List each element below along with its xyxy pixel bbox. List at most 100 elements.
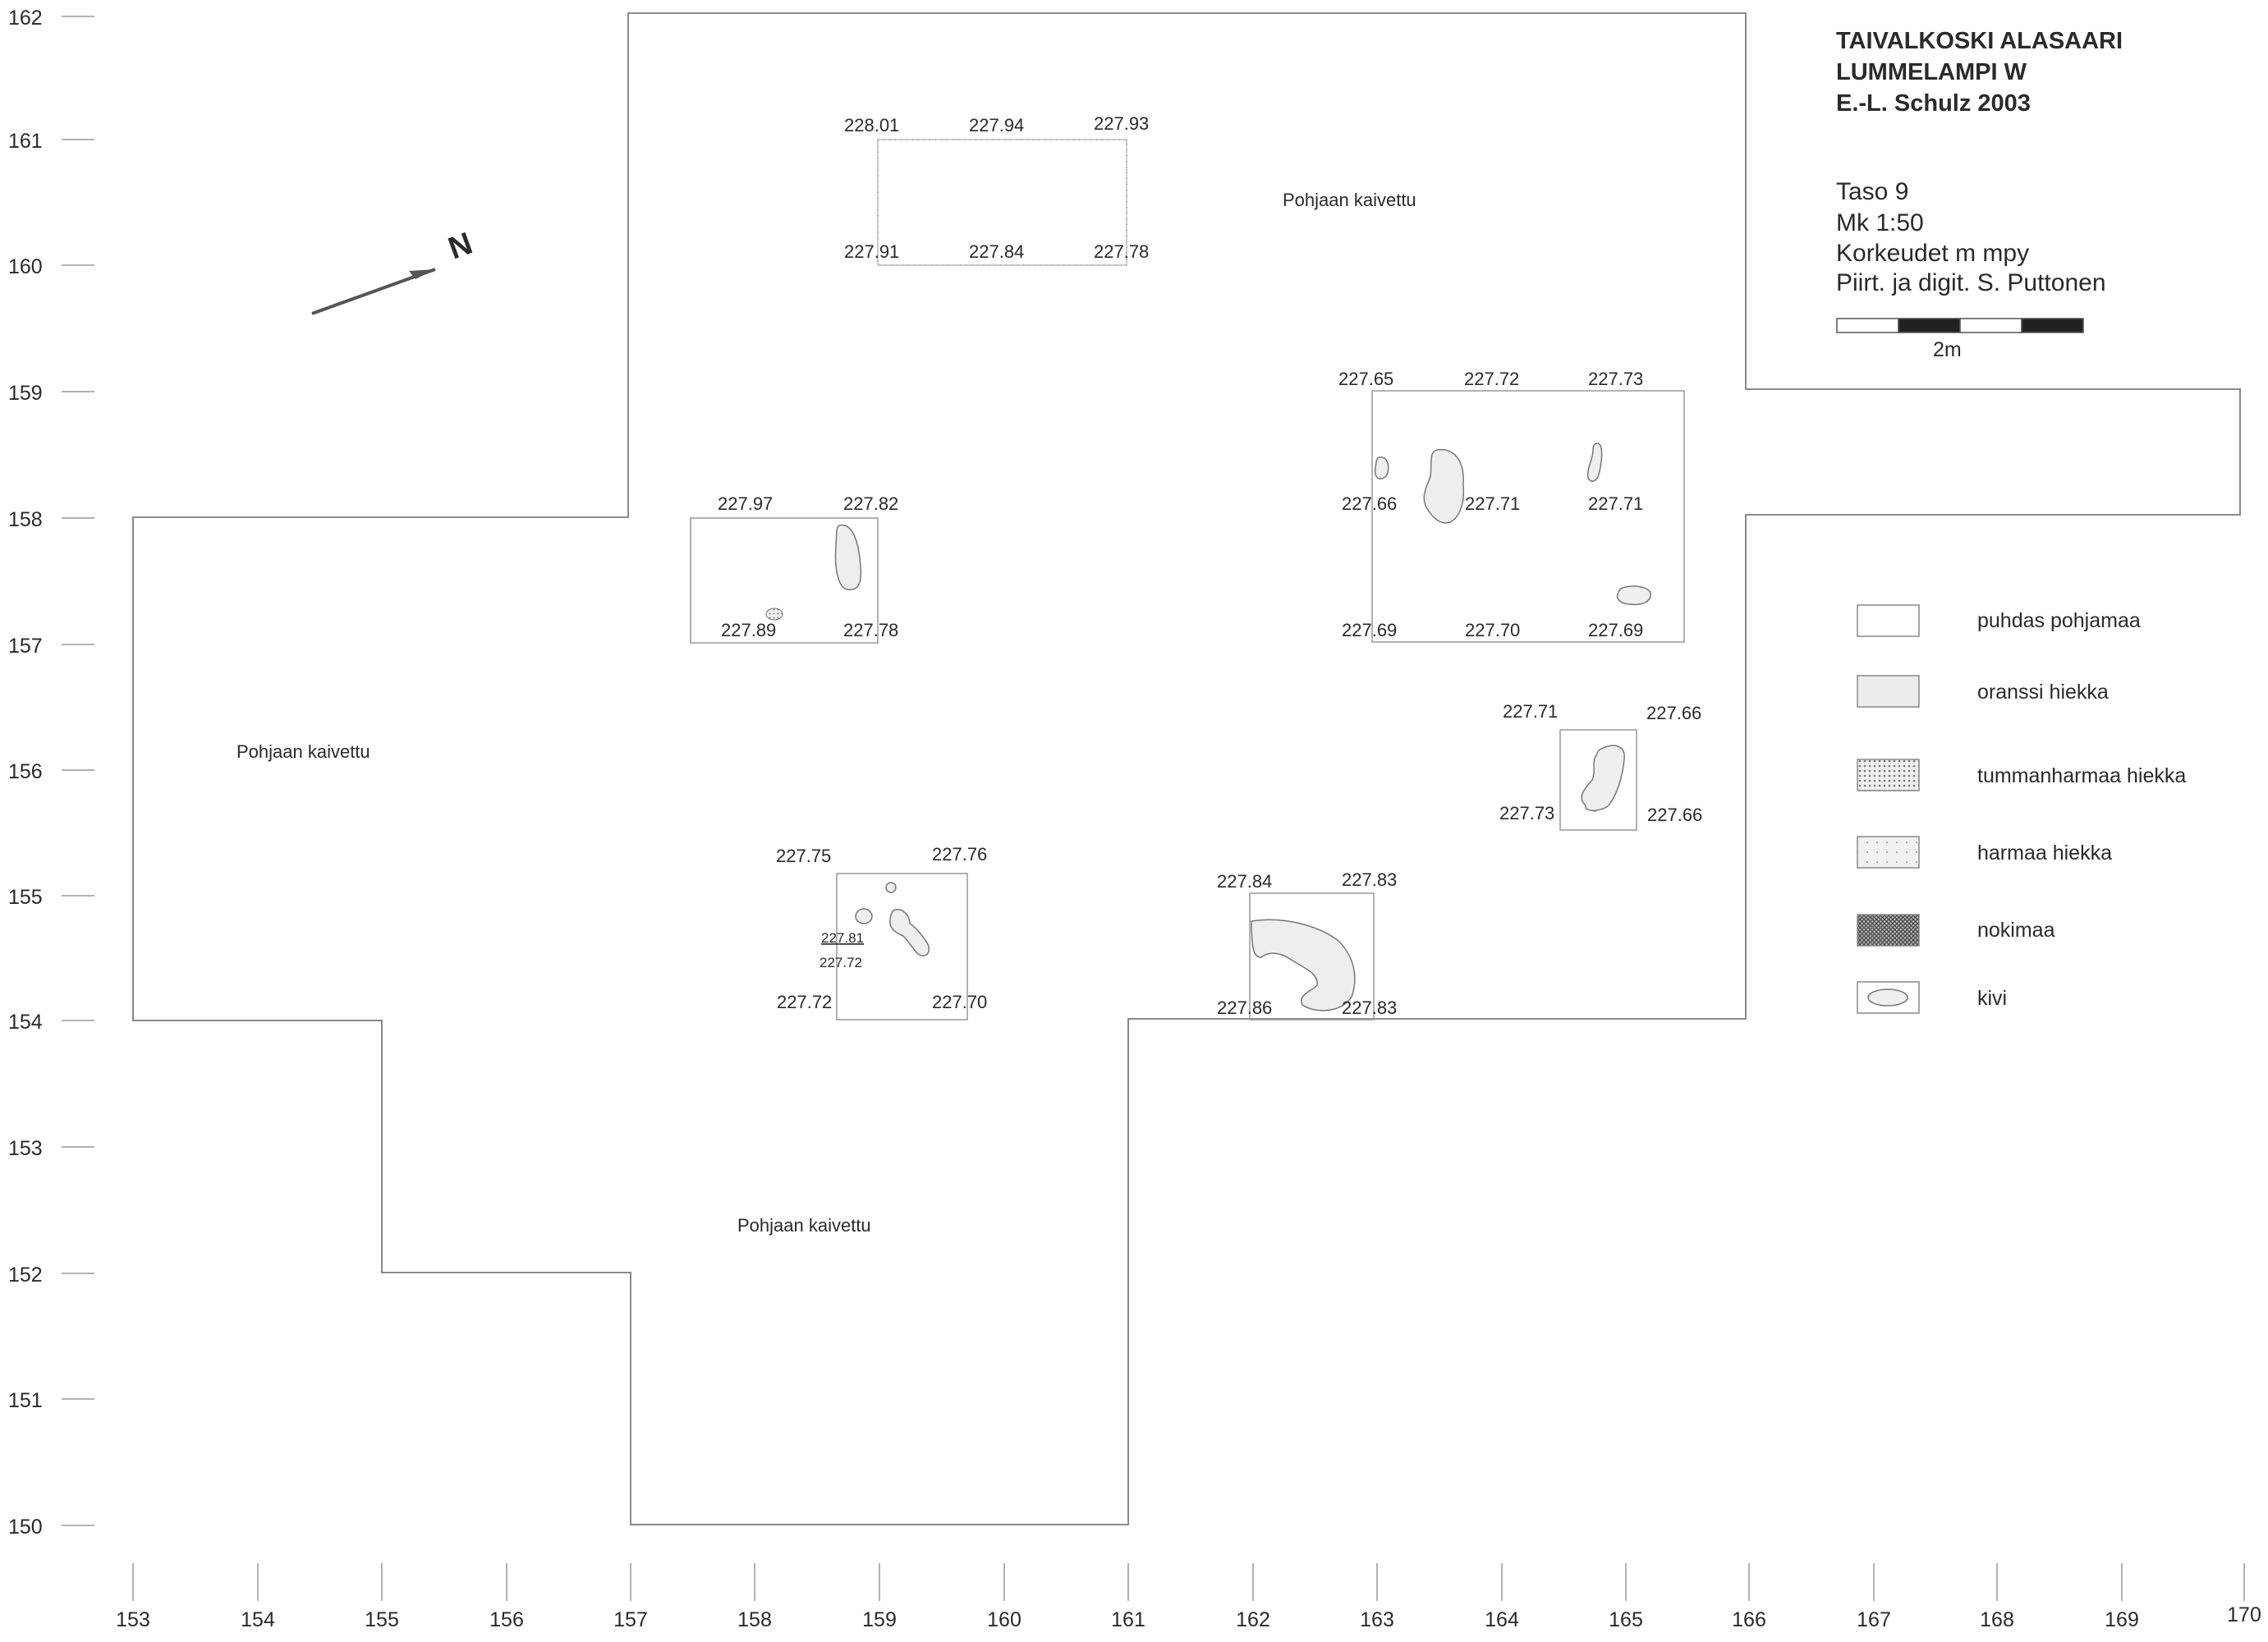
y-tick-label: 150 xyxy=(8,1516,43,1539)
elevation-label: 227.89 xyxy=(721,620,776,640)
y-axis: 162 161 160 159 158 157 156 155 154 153 … xyxy=(8,7,94,1539)
x-tick-label: 165 xyxy=(1609,1608,1643,1631)
test-pit-1: 228.01 227.94 227.93 227.91 227.84 227.7… xyxy=(844,113,1149,266)
elevation-label: 228.01 xyxy=(844,115,899,135)
stone-shape xyxy=(834,524,862,591)
elevation-label: 227.75 xyxy=(776,846,831,866)
info-line: Taso 9 xyxy=(1836,178,1908,205)
elevation-label: 227.69 xyxy=(1342,620,1397,640)
elevation-label: 227.71 xyxy=(1503,701,1558,722)
legend-label: oranssi hiekka xyxy=(1977,681,2109,704)
area-label: Pohjaan kaivettu xyxy=(1283,190,1416,210)
y-tick-label: 157 xyxy=(8,635,43,658)
elevation-label: 227.84 xyxy=(1217,871,1272,892)
legend-swatch-dense-dots xyxy=(1857,759,1920,791)
x-tick-label: 164 xyxy=(1485,1608,1519,1631)
elevation-label: 227.91 xyxy=(844,241,899,262)
elevation-label: 227.86 xyxy=(1217,998,1272,1018)
test-pit-5: 227.75 227.76 227.81 227.72 227.72 227.7… xyxy=(776,844,987,1021)
x-tick-label: 157 xyxy=(613,1608,648,1631)
y-tick-label: 161 xyxy=(8,130,43,153)
x-tick-label: 168 xyxy=(1980,1608,2014,1631)
legend-swatch-crosshatch xyxy=(1857,914,1920,947)
scale-label: 2m xyxy=(1933,338,1962,361)
stone-shape xyxy=(1374,456,1389,479)
legend: puhdas pohjamaa oranssi hiekka tummanhar… xyxy=(1857,604,2186,1014)
area-label: Pohjaan kaivettu xyxy=(737,1215,871,1236)
x-tick-label: 166 xyxy=(1732,1608,1766,1631)
north-arrow-icon: N xyxy=(311,227,477,315)
test-pit-outline xyxy=(1249,892,1375,1021)
y-tick-label: 162 xyxy=(8,7,43,30)
title-line: E.-L. Schulz 2003 xyxy=(1836,90,2031,117)
elevation-label: 227.73 xyxy=(1499,803,1554,823)
y-tick-label: 153 xyxy=(8,1137,43,1160)
test-pit-outline xyxy=(1559,729,1637,831)
elevation-label: 227.65 xyxy=(1338,369,1393,389)
legend-swatch-sparse-dots xyxy=(1857,836,1920,869)
x-tick-label: 169 xyxy=(2105,1608,2139,1631)
area-label: Pohjaan kaivettu xyxy=(236,741,370,762)
x-tick-label: 163 xyxy=(1360,1608,1394,1631)
x-tick-label: 158 xyxy=(737,1608,772,1631)
x-tick-label: 153 xyxy=(116,1608,150,1631)
x-tick-label: 167 xyxy=(1857,1608,1891,1631)
orange-sand-patch xyxy=(1251,919,1356,1011)
elevation-label: 227.78 xyxy=(1094,241,1149,262)
stone-shape xyxy=(855,908,873,924)
elevation-label: 227.94 xyxy=(969,115,1024,135)
x-axis: 153 154 155 156 157 158 159 160 161 162 … xyxy=(116,1563,2261,1631)
svg-text:N: N xyxy=(444,227,477,267)
y-tick-label: 151 xyxy=(8,1389,43,1412)
y-tick-label: 156 xyxy=(8,760,43,783)
y-tick-label: 159 xyxy=(8,382,43,405)
elevation-label: 227.72 xyxy=(777,992,832,1012)
title-line: LUMMELAMPI W xyxy=(1836,59,2027,85)
elevation-label: 227.93 xyxy=(1094,113,1149,134)
stone-shape xyxy=(885,882,897,893)
stone-shape xyxy=(1616,585,1651,606)
scale-bar: 2m xyxy=(1836,318,2084,361)
test-pit-2: 227.97 227.82 227.89 227.78 xyxy=(690,493,898,644)
elevation-label: 227.73 xyxy=(1588,369,1643,389)
y-tick-label: 160 xyxy=(8,255,43,278)
test-pit-outline xyxy=(1371,390,1685,643)
stone-shape xyxy=(1423,448,1465,524)
elevation-label: 227.70 xyxy=(1465,620,1520,640)
test-pit-6: 227.84 227.83 227.86 227.83 xyxy=(1217,869,1397,1021)
elevation-label: 227.71 xyxy=(1588,493,1643,514)
info-line: Korkeudet m mpy xyxy=(1836,240,2029,267)
x-tick-label: 155 xyxy=(365,1608,399,1631)
y-tick-label: 158 xyxy=(8,508,43,531)
info-line: Piirt. ja digit. S. Puttonen xyxy=(1836,269,2106,296)
legend-label: tummanharmaa hiekka xyxy=(1977,764,2186,787)
elevation-label: 227.69 xyxy=(1588,620,1643,640)
x-tick-label: 156 xyxy=(489,1608,524,1631)
elevation-label: 227.66 xyxy=(1647,805,1702,825)
legend-swatch-light-fill xyxy=(1857,675,1920,708)
excavation-outline xyxy=(132,12,2241,1525)
elevation-label: 227.76 xyxy=(932,844,987,865)
legend-label: nokimaa xyxy=(1977,919,2055,942)
elevation-label: 227.82 xyxy=(843,493,898,514)
elevation-label: 227.66 xyxy=(1646,703,1701,723)
elevation-label: 227.84 xyxy=(969,241,1024,262)
x-tick-label: 160 xyxy=(987,1608,1022,1631)
x-tick-label: 154 xyxy=(241,1608,275,1631)
elevation-label: 227.71 xyxy=(1465,493,1520,514)
info-block: Taso 9 Mk 1:50 Korkeudet m mpy Piirt. ja… xyxy=(1836,178,2106,296)
legend-label: kivi xyxy=(1977,987,2007,1010)
dark-sand-patch xyxy=(765,608,783,621)
stone-shape xyxy=(888,909,930,956)
elevation-label: 227.97 xyxy=(718,493,773,514)
elevation-label: 227.83 xyxy=(1342,869,1397,890)
x-tick-label: 162 xyxy=(1236,1608,1270,1631)
y-tick-label: 154 xyxy=(8,1011,43,1034)
x-tick-label: 170 xyxy=(2227,1603,2261,1626)
stone-shape xyxy=(1586,443,1603,482)
y-tick-label: 152 xyxy=(8,1264,43,1287)
test-pit-outline xyxy=(690,517,879,644)
x-tick-label: 161 xyxy=(1111,1608,1145,1631)
elevation-label: 227.83 xyxy=(1342,998,1397,1018)
